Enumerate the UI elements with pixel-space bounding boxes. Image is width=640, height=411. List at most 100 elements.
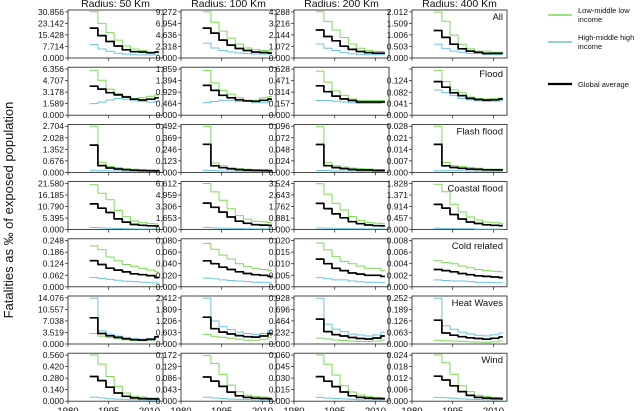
y-tick-label-r4c0-0: 0.000 bbox=[43, 282, 65, 292]
x-tick-label-c3-1: 1995 bbox=[442, 406, 463, 411]
y-tick-label-r3c1-4: 6.612 bbox=[156, 178, 178, 188]
y-tick-label-r3c2-0: 0.000 bbox=[269, 225, 291, 235]
series-global-r2c2 bbox=[315, 143, 385, 172]
y-tick-label-r3c2-3: 2.643 bbox=[269, 190, 291, 200]
y-tick-label-r3c1-1: 1.653 bbox=[156, 213, 178, 223]
column-title-1: Radius: 100 Km bbox=[191, 0, 266, 10]
y-tick-label-r0c2-2: 2.144 bbox=[269, 30, 291, 40]
series-low-r1c2 bbox=[315, 70, 385, 101]
panel-frame-r6c1 bbox=[180, 352, 277, 402]
y-tick-label-r4c3-1: 0.002 bbox=[387, 270, 409, 280]
series-high-r5c1 bbox=[202, 297, 272, 335]
series-low-r3c1 bbox=[202, 183, 272, 224]
series-global-r5c0 bbox=[89, 316, 159, 341]
y-tick-label-r3c0-1: 5.395 bbox=[43, 213, 65, 223]
y-tick-label-r0c1-2: 4.636 bbox=[156, 30, 178, 40]
row-label-5: Heat Waves bbox=[452, 298, 504, 309]
y-tick-label-r0c1-0: 0.000 bbox=[156, 53, 178, 63]
y-tick-label-r5c3-4: 0.252 bbox=[387, 293, 409, 303]
y-tick-label-r3c0-2: 10.790 bbox=[38, 202, 64, 212]
series-high-r3c1 bbox=[202, 227, 272, 230]
series-low-r5c1 bbox=[202, 333, 272, 341]
y-tick-label-r4c0-1: 0.062 bbox=[43, 270, 65, 280]
y-tick-label-r5c0-2: 7.038 bbox=[43, 316, 65, 326]
y-tick-label-r4c0-2: 0.124 bbox=[43, 259, 65, 269]
series-high-r5c2 bbox=[315, 297, 385, 337]
y-tick-label-r5c3-1: 0.063 bbox=[387, 327, 409, 337]
series-high-r4c0 bbox=[89, 277, 159, 284]
panel-frame-r2c1 bbox=[180, 124, 277, 173]
panel-frame-r0c2 bbox=[293, 9, 390, 59]
y-tick-label-r6c0-1: 0.140 bbox=[43, 385, 65, 395]
y-tick-label-r2c1-2: 0.246 bbox=[156, 144, 178, 154]
y-tick-label-r0c1-4: 9.272 bbox=[156, 7, 178, 17]
series-high-r1c0 bbox=[89, 98, 159, 105]
y-tick-label-r3c2-1: 0.881 bbox=[269, 213, 291, 223]
y-tick-label-r4c2-1: 0.005 bbox=[269, 270, 291, 280]
y-tick-label-r1c2-2: 0.314 bbox=[269, 87, 291, 97]
panel-frame-r4c3 bbox=[411, 238, 508, 288]
series-low-r0c3 bbox=[433, 11, 503, 53]
panel-frame-r3c1 bbox=[180, 181, 277, 231]
y-tick-label-r4c3-4: 0.008 bbox=[387, 236, 409, 246]
series-layer bbox=[89, 11, 503, 401]
y-tick-label-r6c3-3: 0.018 bbox=[387, 362, 409, 372]
y-tick-label-r4c0-4: 0.248 bbox=[43, 236, 65, 246]
series-global-r0c0 bbox=[89, 27, 159, 54]
y-tick-label-r6c1-4: 0.172 bbox=[156, 350, 178, 360]
y-tick-label-r3c3-2: 0.914 bbox=[387, 202, 409, 212]
y-tick-label-r6c1-1: 0.043 bbox=[156, 385, 178, 395]
series-global-r1c1 bbox=[202, 84, 272, 103]
series-low-r2c0 bbox=[89, 125, 159, 171]
y-tick-label-r2c2-3: 0.072 bbox=[269, 133, 291, 143]
series-global-r3c2 bbox=[315, 202, 385, 227]
series-low-r3c0 bbox=[89, 184, 159, 225]
series-global-r0c1 bbox=[202, 27, 272, 54]
series-global-r1c0 bbox=[89, 85, 159, 101]
series-high-r0c0 bbox=[89, 44, 159, 56]
y-tick-label-r1c2-4: 0.628 bbox=[269, 64, 291, 74]
panel-frame-r4c1 bbox=[180, 238, 277, 288]
y-tick-label-r6c2-3: 0.045 bbox=[269, 362, 291, 372]
y-tick-label-r6c2-2: 0.030 bbox=[269, 373, 291, 383]
y-tick-label-r0c0-1: 7.714 bbox=[43, 41, 65, 51]
y-tick-label-r0c0-3: 23.142 bbox=[38, 18, 64, 28]
y-tick-label-r1c3-2: 0.082 bbox=[387, 87, 409, 97]
row-label-1: Flood bbox=[479, 69, 503, 80]
series-high-r6c3 bbox=[433, 396, 503, 401]
series-global-r2c1 bbox=[202, 143, 272, 172]
y-tick-label-r1c3-1: 0.041 bbox=[387, 99, 409, 109]
row-label-4: Cold related bbox=[452, 241, 503, 252]
x-tick-label-c0-0: 1980 bbox=[57, 406, 78, 411]
row-label-2: Flash flood bbox=[457, 126, 503, 137]
y-tick-label-r1c0-1: 1.589 bbox=[43, 99, 65, 109]
axes-layer bbox=[65, 9, 508, 405]
y-tick-label-r2c3-2: 0.014 bbox=[387, 144, 409, 154]
y-tick-label-r2c1-4: 0.492 bbox=[156, 121, 178, 131]
y-tick-label-r6c3-4: 0.024 bbox=[387, 350, 409, 360]
y-tick-label-r1c2-1: 0.157 bbox=[269, 99, 291, 109]
panel-frame-r0c3 bbox=[411, 9, 508, 59]
y-tick-label-r6c0-4: 0.560 bbox=[43, 350, 65, 360]
y-tick-label-r4c2-0: 0.000 bbox=[269, 282, 291, 292]
series-low-r1c0 bbox=[89, 69, 159, 99]
y-tick-label-r5c1-2: 1.206 bbox=[156, 316, 178, 326]
series-global-r6c2 bbox=[315, 375, 385, 400]
y-tick-label-r3c1-2: 3.306 bbox=[156, 202, 178, 212]
y-tick-label-r6c2-0: 0.000 bbox=[269, 396, 291, 406]
y-tick-label-r3c2-4: 3.524 bbox=[269, 178, 291, 188]
y-tick-label-r0c1-3: 6.954 bbox=[156, 18, 178, 28]
y-tick-label-r0c3-4: 2.012 bbox=[387, 7, 409, 17]
y-tick-label-r6c2-4: 0.060 bbox=[269, 350, 291, 360]
y-tick-label-r6c3-2: 0.012 bbox=[387, 373, 409, 383]
y-tick-label-r5c0-3: 10.557 bbox=[38, 304, 64, 314]
y-tick-label-r3c0-4: 21.580 bbox=[38, 178, 64, 188]
y-tick-label-r3c2-2: 1.762 bbox=[269, 202, 291, 212]
y-tick-label-r1c0-0: 0.000 bbox=[43, 110, 65, 120]
series-high-r5c0 bbox=[89, 297, 159, 340]
series-global-r4c0 bbox=[89, 259, 159, 279]
series-global-r2c0 bbox=[89, 144, 159, 172]
series-global-r4c2 bbox=[315, 258, 385, 278]
row-label-0: All bbox=[492, 12, 503, 23]
